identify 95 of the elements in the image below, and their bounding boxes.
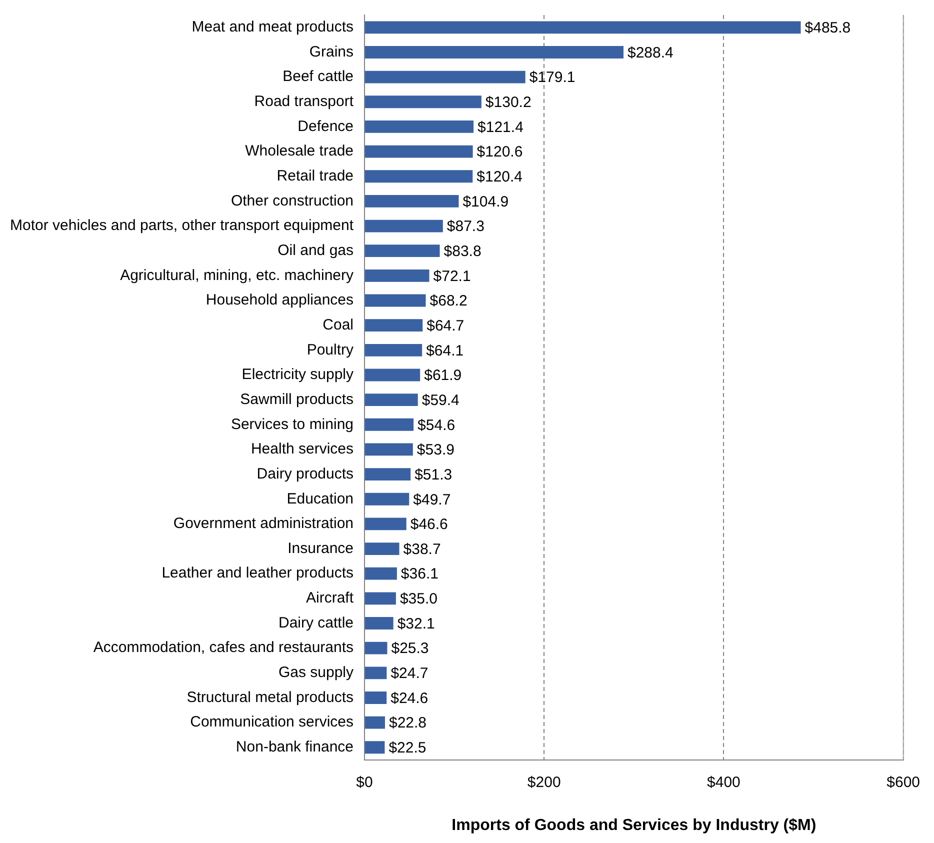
data-label: $72.1 <box>433 268 471 285</box>
bar <box>365 692 387 704</box>
data-label: $51.3 <box>414 466 452 484</box>
x-axis-title: Imports of Goods and Services by Industry ($M) <box>452 816 816 834</box>
y-tick-label: Coal <box>322 316 354 334</box>
y-tick-label: Agricultural, mining, etc. machinery <box>120 266 354 284</box>
data-label: $288.4 <box>627 44 674 62</box>
bar <box>365 468 411 480</box>
data-label: $121.4 <box>478 118 524 136</box>
y-tick-label: Household appliances <box>206 292 354 309</box>
bar <box>365 492 410 506</box>
y-tick-label: Health services <box>250 440 354 458</box>
data-label: $46.6 <box>410 516 448 534</box>
y-tick-label: Road transport <box>254 93 354 110</box>
data-label: $59.4 <box>422 392 460 409</box>
y-tick-label: Non-bank finance <box>236 738 354 756</box>
data-label: $68.2 <box>430 292 468 310</box>
y-tick-label: Other construction <box>230 192 354 210</box>
data-label: $49.7 <box>413 491 451 508</box>
bar <box>365 170 473 183</box>
y-tick-label: Meat and meat products <box>192 18 354 36</box>
x-tick-label: $400 <box>707 774 740 791</box>
data-label: $485.8 <box>804 20 851 37</box>
data-label: $179.1 <box>529 69 576 86</box>
y-tick-label: Wholesale trade <box>245 142 354 160</box>
bar <box>365 368 420 382</box>
y-tick-label: Beef cattle <box>282 68 354 86</box>
bar <box>365 120 474 133</box>
y-tick-label: Electricity supply <box>242 366 354 384</box>
bar <box>365 244 440 258</box>
bar <box>365 319 423 332</box>
data-label: $64.7 <box>426 317 464 334</box>
data-label: $104.9 <box>462 193 509 210</box>
y-tick-label: Services to mining <box>230 416 354 433</box>
data-label: $120.6 <box>476 144 523 161</box>
data-label: $24.6 <box>390 690 428 707</box>
y-tick-label: Leather and leather products <box>162 564 354 582</box>
y-tick-label: Structural metal products <box>186 688 354 706</box>
bar <box>365 269 430 282</box>
y-tick-label: Government administration <box>173 515 354 532</box>
y-tick-label: Gas supply <box>278 664 354 682</box>
data-label: $24.7 <box>390 665 428 682</box>
y-tick-label: Aircraft <box>306 590 354 607</box>
x-tick-label: $200 <box>527 774 561 791</box>
data-label: $87.3 <box>446 218 484 236</box>
y-tick-label: Poultry <box>306 341 354 358</box>
data-label: $36.1 <box>400 566 438 583</box>
y-tick-label: Communication services <box>190 714 354 731</box>
y-tick-label: Retail trade <box>276 168 354 185</box>
x-tick-label: $600 <box>886 774 920 791</box>
data-label: $120.4 <box>476 168 523 186</box>
data-label: $22.8 <box>388 714 427 732</box>
data-label: $64.1 <box>426 342 464 360</box>
data-label: $61.9 <box>424 367 462 384</box>
bar <box>365 294 426 307</box>
y-tick-label: Defence <box>298 118 354 135</box>
bar <box>365 666 387 680</box>
bar <box>365 394 418 406</box>
data-label: $38.7 <box>403 540 441 558</box>
data-label: $32.1 <box>397 615 435 632</box>
bar <box>365 617 394 630</box>
bar <box>365 443 413 456</box>
data-label: $54.6 <box>418 416 456 434</box>
data-label: $22.5 <box>388 740 426 757</box>
y-tick-label: Oil and gas <box>278 242 354 259</box>
bar <box>365 145 473 158</box>
bar <box>365 716 385 729</box>
y-tick-label: Dairy products <box>256 465 354 482</box>
y-tick-label: Education <box>286 490 354 508</box>
bar <box>365 518 406 530</box>
bar <box>365 21 801 34</box>
data-label: $130.2 <box>485 94 532 112</box>
bar <box>365 542 400 555</box>
data-label: $53.9 <box>416 442 454 459</box>
y-tick-label: Motor vehicles and parts, other transport equipment <box>10 217 354 234</box>
x-tick-label: $0 <box>356 774 373 791</box>
data-label: $25.3 <box>391 640 429 658</box>
bar <box>365 344 422 356</box>
bar <box>365 70 526 84</box>
bar <box>365 418 414 431</box>
bar <box>365 220 443 232</box>
y-tick-label: Grains <box>309 43 354 60</box>
bar <box>365 46 624 58</box>
bar <box>365 741 385 754</box>
y-tick-label: Sawmill products <box>240 390 354 408</box>
bar <box>365 194 459 208</box>
data-label: $35.0 <box>400 590 438 608</box>
bar <box>365 592 396 605</box>
y-tick-label: Accommodation, cafes and restaurants <box>93 639 354 656</box>
bar <box>365 642 388 654</box>
y-tick-label: Dairy cattle <box>278 614 354 632</box>
bar <box>365 567 397 580</box>
y-tick-label: Insurance <box>288 540 354 557</box>
data-label: $83.8 <box>444 242 482 260</box>
bar <box>365 96 482 108</box>
